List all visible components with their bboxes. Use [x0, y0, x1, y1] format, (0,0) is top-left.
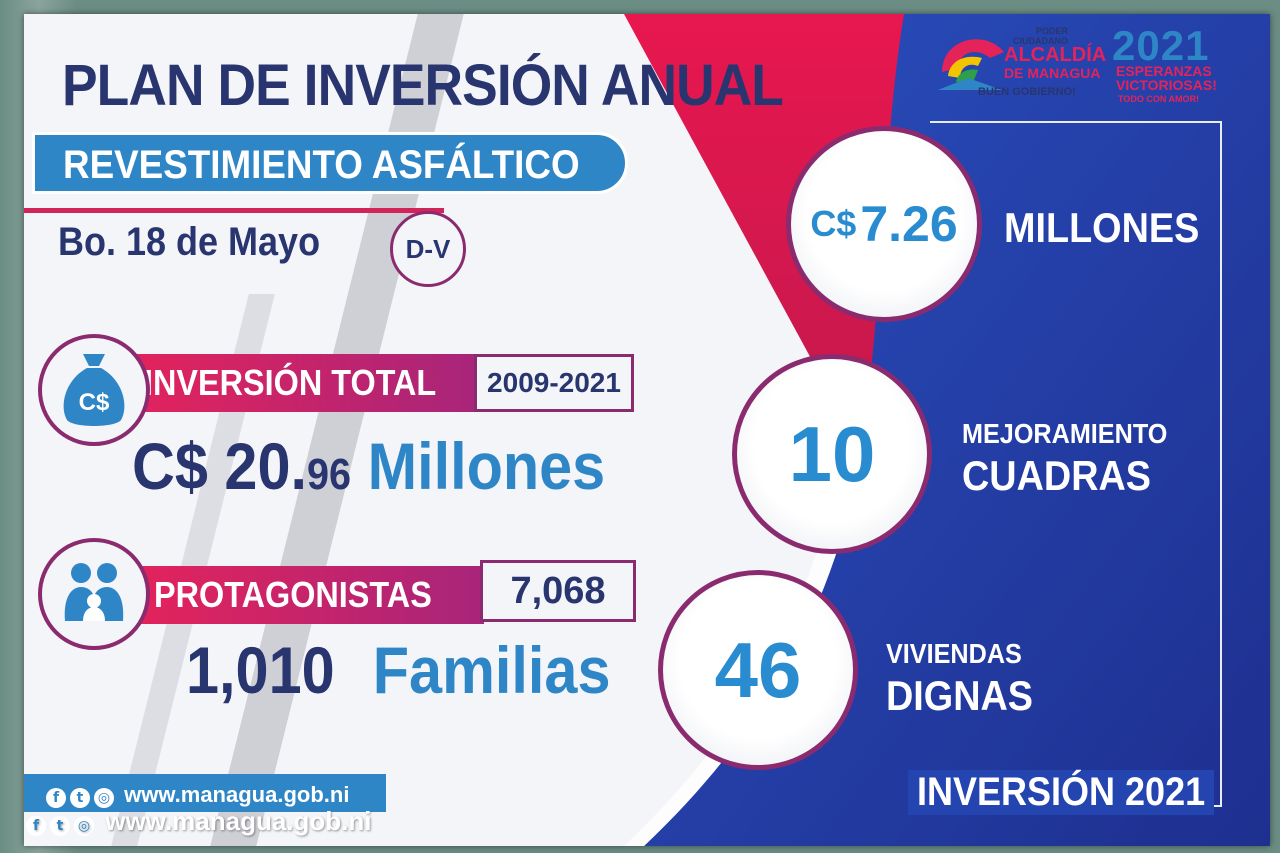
investment-amount: C$ 20.96 Millones [132, 429, 606, 503]
investment-unit: Millones [367, 429, 606, 503]
logo-year: 2021 [1112, 22, 1210, 69]
alcaldia-logo: PODER CIUDADANO ALCALDÍA DE MANAGUA BUEN… [938, 26, 1107, 100]
billboard: PLAN DE INVERSIÓN ANUAL REVESTIMIENTO AS… [24, 14, 1270, 846]
page-title: PLAN DE INVERSIÓN ANUAL [62, 53, 784, 118]
esperanzas-logo: 2021 ESPERANZAS VICTORIOSAS! TODO CON AM… [1112, 22, 1217, 104]
stat-label-mejoramiento: MEJORAMIENTO [962, 418, 1168, 449]
families-line: 1,010 Familias [186, 632, 610, 708]
subtitle-text: REVESTIMIENTO ASFÁLTICO [63, 143, 580, 187]
facebook-icon: f [26, 816, 46, 836]
protagonists-label: PROTAGONISTAS [154, 574, 432, 615]
stat-label-cuadras: CUADRAS [962, 452, 1151, 499]
investment-years: 2009-2021 [474, 354, 634, 412]
alcaldia-word: ALCALDÍA [1004, 44, 1107, 66]
rainbow-logo-icon [938, 39, 1004, 90]
stat-circle-cuadras: 10 [732, 354, 932, 554]
families-number: 1,010 [186, 633, 335, 707]
investment-label: INVERSIÓN TOTAL [144, 362, 437, 403]
district-badge: D-V [390, 211, 466, 287]
investment-label-bar: INVERSIÓN TOTAL [120, 354, 476, 412]
family-icon [64, 563, 124, 621]
families-label: Familias [372, 633, 611, 707]
subtitle-banner: REVESTIMIENTO ASFÁLTICO [32, 132, 628, 194]
money-bag-icon-circle: C$ [38, 334, 150, 446]
svg-text:C$: C$ [79, 389, 110, 416]
twitter-icon: t [50, 816, 70, 836]
stat-circle-millones: C$ 7.26 [786, 126, 982, 322]
website-banner: f t ◎ www.managua.gob.ni [24, 774, 386, 812]
footer-year-label: INVERSIÓN 2021 [908, 770, 1215, 815]
protagonists-label-bar: PROTAGONISTAS [130, 566, 484, 624]
website-shadow: f t ◎ www.managua.gob.ni [26, 806, 372, 837]
protagonists-count: 7,068 [480, 560, 636, 622]
barrio-name: Bo. 18 de Mayo [58, 220, 321, 264]
instagram-icon: ◎ [74, 816, 94, 836]
website-link: www.managua.gob.ni [124, 782, 350, 807]
family-icon-circle [38, 538, 150, 650]
facebook-icon: f [46, 788, 66, 808]
stat-label-dignas: DIGNAS [886, 672, 1034, 719]
stat-label-millones: MILLONES [1004, 204, 1200, 251]
instagram-icon: ◎ [94, 788, 114, 808]
stat-label-viviendas: VIVIENDAS [886, 638, 1022, 669]
money-bag-icon: C$ [63, 354, 125, 426]
stat-circle-viviendas: 46 [658, 570, 858, 770]
twitter-icon: t [70, 788, 90, 808]
divider-line [24, 208, 444, 213]
